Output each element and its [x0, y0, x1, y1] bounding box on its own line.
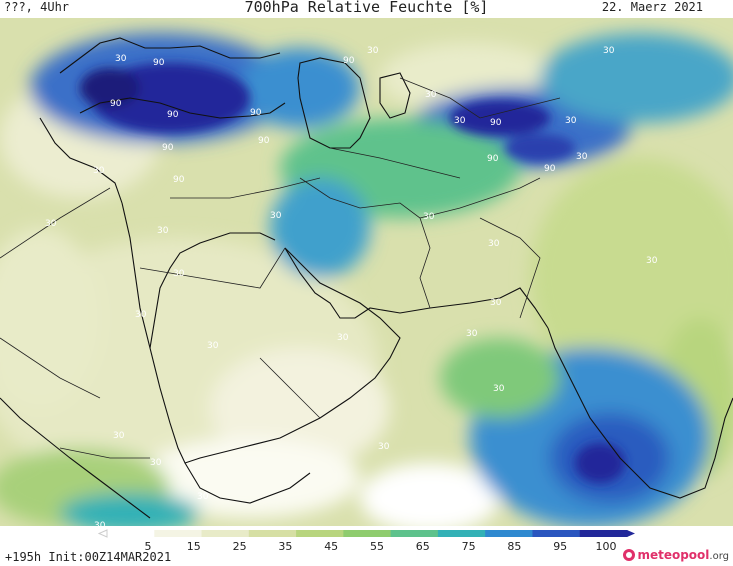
- colorbar-swatch: [437, 530, 486, 537]
- colorbar-swatch: [343, 530, 392, 537]
- contour-label: 30: [576, 152, 588, 162]
- colorbar-label: 35: [278, 540, 293, 553]
- contour-label: 30: [94, 521, 106, 526]
- map-title: 700hPa Relative Feuchte [%]: [244, 0, 489, 16]
- contour-label: 30: [603, 46, 615, 56]
- contour-label: 30: [425, 90, 437, 100]
- contour-label: 30: [135, 310, 147, 320]
- colorbar-max-arrow: [627, 530, 635, 537]
- contour-label: 30: [207, 341, 219, 351]
- colorbar-label: 65: [415, 540, 430, 553]
- colorbar-label: 75: [461, 540, 476, 553]
- contour-label: 30: [565, 116, 577, 126]
- colorbar-swatch: [390, 530, 439, 537]
- contour-label: 90: [544, 164, 556, 174]
- contour-label: 30: [423, 212, 435, 222]
- colorbar-label: 85: [507, 540, 522, 553]
- colorbar-label: 95: [553, 540, 568, 553]
- contour-label: 90: [167, 110, 179, 120]
- colorbar-swatch: [579, 530, 628, 537]
- colorbar-label: 25: [232, 540, 247, 553]
- colorbar-swatch: [201, 530, 250, 537]
- contour-labels: 30 90 90 90 90 90 90 90 90 90 90 90 30 3…: [45, 46, 658, 526]
- contour-label: 30: [488, 239, 500, 249]
- contour-label: 90: [258, 136, 270, 146]
- colorbar: [97, 529, 635, 538]
- humidity-core: [80, 63, 625, 483]
- contour-label: 30: [150, 458, 162, 468]
- contour-label: 30: [115, 54, 127, 64]
- contour-label: 30: [646, 256, 658, 266]
- contour-label: 30: [378, 442, 390, 452]
- contour-label: 30: [490, 298, 502, 308]
- colorbar-swatch: [107, 530, 155, 537]
- contour-label: 90: [173, 175, 185, 185]
- contour-label: 90: [487, 154, 499, 164]
- map-footer: 5 15 25 35 45 55 65 75 85 95 100 +195h Init:00Z14M…: [0, 526, 733, 566]
- borders: [0, 77, 561, 459]
- contour-label: 30: [173, 269, 185, 279]
- contour-label: 90: [153, 58, 165, 68]
- contour-label: 30: [493, 384, 505, 394]
- forecast-date: 22. Maerz 2021: [601, 0, 703, 14]
- brand-logo[interactable]: meteopool.org: [623, 548, 729, 562]
- contour-label: 30: [197, 492, 209, 502]
- contour-label: 90: [343, 56, 355, 66]
- contour-label: 90: [162, 143, 174, 153]
- contour-label: 90: [250, 108, 262, 118]
- contour-label: 30: [93, 166, 105, 176]
- contour-label: 30: [45, 219, 57, 229]
- contour-label: 90: [490, 118, 502, 128]
- contour-label: 30: [157, 226, 169, 236]
- contour-label: 30: [337, 333, 349, 343]
- contour-label: 30: [466, 329, 478, 339]
- colorbar-label: 55: [370, 540, 384, 553]
- colorbar-swatch: [248, 530, 297, 537]
- colorbar-label: 15: [186, 540, 201, 553]
- colorbar-swatch: [532, 530, 581, 537]
- colorbar-label: 45: [324, 540, 339, 553]
- colorbar-label: 5: [144, 540, 152, 553]
- valid-time: ???, 4Uhr: [4, 0, 70, 14]
- colorbar-swatch: [485, 530, 533, 537]
- contour-label: 30: [113, 431, 125, 441]
- brand-tld: .org: [709, 551, 729, 562]
- colorbar-swatch: [154, 530, 203, 537]
- contour-label: 30: [270, 211, 282, 221]
- colorbar-min-arrow: [97, 529, 108, 538]
- map-header: ???, 4Uhr 700hPa Relative Feuchte [%] 22…: [0, 0, 733, 18]
- contour-label: 30: [367, 46, 379, 56]
- contour-label: 30: [454, 116, 466, 126]
- coastlines: [0, 37, 733, 519]
- contour-label: 90: [110, 99, 122, 109]
- brand-icon: [623, 549, 636, 561]
- run-info: +195h Init:00Z14MAR2021: [5, 550, 172, 564]
- colorbar-label: 100: [595, 540, 617, 553]
- humidity-map: 30 90 90 90 90 90 90 90 90 90 90 90 30 3…: [0, 18, 733, 526]
- brand-name: meteopool: [637, 548, 710, 562]
- colorbar-swatch: [296, 530, 344, 537]
